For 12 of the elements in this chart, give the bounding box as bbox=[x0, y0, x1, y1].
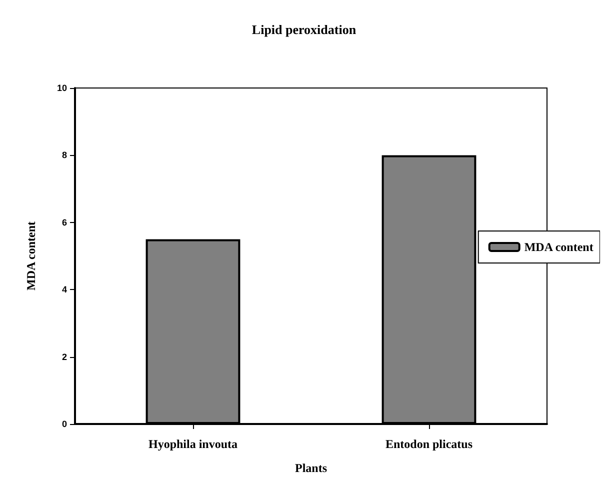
y-axis-title: MDA content bbox=[24, 222, 38, 290]
y-tick-label: 10 bbox=[56, 83, 67, 93]
y-tick-label: 4 bbox=[62, 284, 67, 295]
y-tick-label: 2 bbox=[62, 352, 67, 362]
chart-title: Lipid peroxidation bbox=[252, 22, 357, 37]
legend-label: MDA content bbox=[524, 240, 594, 254]
y-tick-label: 0 bbox=[62, 419, 67, 429]
y-tick-label: 6 bbox=[62, 217, 67, 228]
x-tick-label: Hyophila invouta bbox=[148, 437, 238, 451]
x-tick-label: Entodon plicatus bbox=[385, 437, 473, 451]
x-axis-title: Plants bbox=[294, 461, 328, 475]
y-tick-label: 8 bbox=[62, 150, 67, 160]
